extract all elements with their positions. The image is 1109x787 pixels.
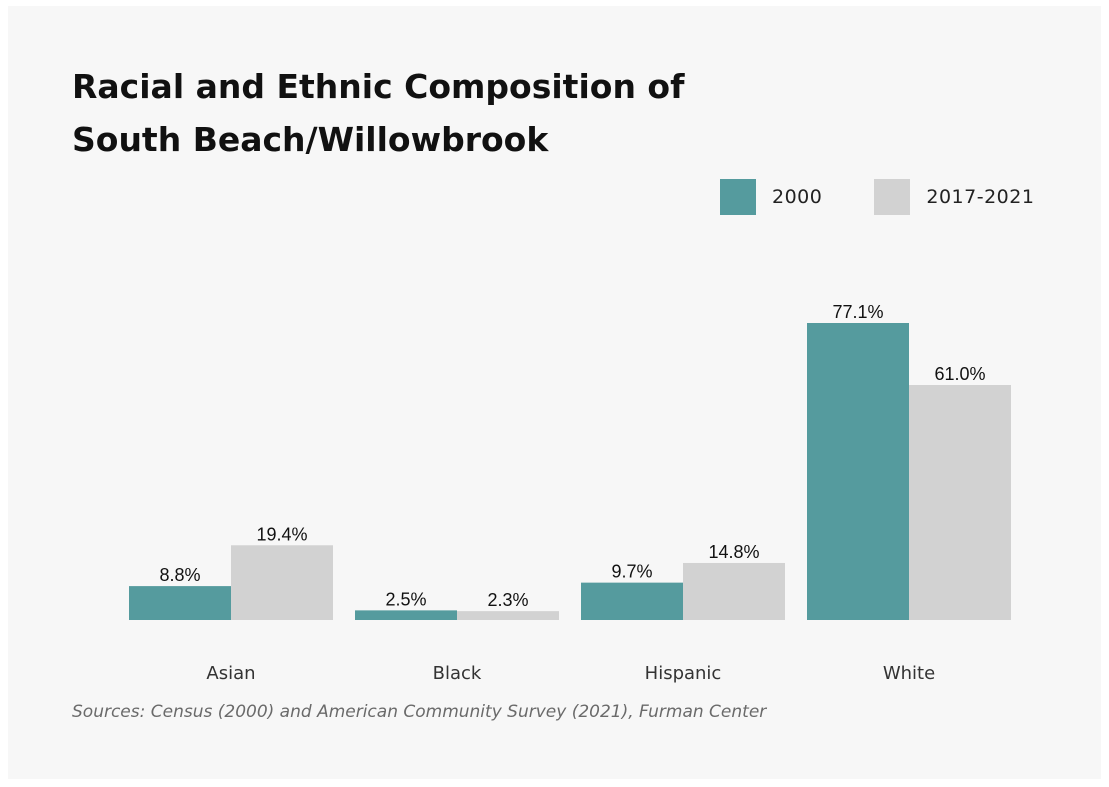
bar-chart: 8.8% 19.4% Asian 2.5% 2.3% Black 9.7% 14.8% Hisp… [129, 302, 1011, 684]
category-label-black: Black [433, 663, 482, 684]
bar-asian-2000 [129, 586, 231, 620]
legend-label-2017-2021: 2017-2021 [926, 186, 1035, 208]
data-label-asian-2000: 8.8% [159, 565, 200, 585]
data-label-white-2017-2021: 61.0% [934, 364, 985, 384]
data-label-black-2017-2021: 2.3% [487, 590, 528, 610]
chart-card: Racial and Ethnic Composition of South B… [8, 6, 1101, 779]
legend-label-2000: 2000 [772, 186, 823, 208]
bar-white-2000 [807, 323, 909, 620]
data-label-asian-2017-2021: 19.4% [256, 524, 307, 544]
data-label-hispanic-2000: 9.7% [611, 562, 652, 582]
bar-white-2017-2021 [909, 385, 1011, 620]
category-label-white: White [883, 663, 935, 684]
bar-asian-2017-2021 [231, 545, 333, 620]
category-label-hispanic: Hispanic [645, 663, 722, 684]
sources-note: Sources: Census (2000) and American Comm… [72, 702, 767, 722]
bar-hispanic-2017-2021 [683, 562, 785, 620]
bar-black-2000 [355, 610, 457, 620]
bar-hispanic-2000 [581, 582, 683, 620]
legend: 2000 2017-2021 [720, 178, 1034, 216]
data-label-black-2000: 2.5% [385, 589, 426, 609]
legend-swatch-2000 [720, 179, 756, 215]
category-label-asian: Asian [206, 663, 255, 684]
data-label-white-2000: 77.1% [832, 302, 883, 322]
legend-item-2000: 2000 [720, 179, 822, 215]
bar-black-2017-2021 [457, 611, 559, 620]
legend-item-2017-2021: 2017-2021 [874, 179, 1034, 215]
chart-title: Racial and Ethnic Composition of South B… [72, 67, 685, 159]
data-label-hispanic-2017-2021: 14.8% [708, 542, 759, 562]
legend-swatch-2017-2021 [874, 179, 911, 215]
